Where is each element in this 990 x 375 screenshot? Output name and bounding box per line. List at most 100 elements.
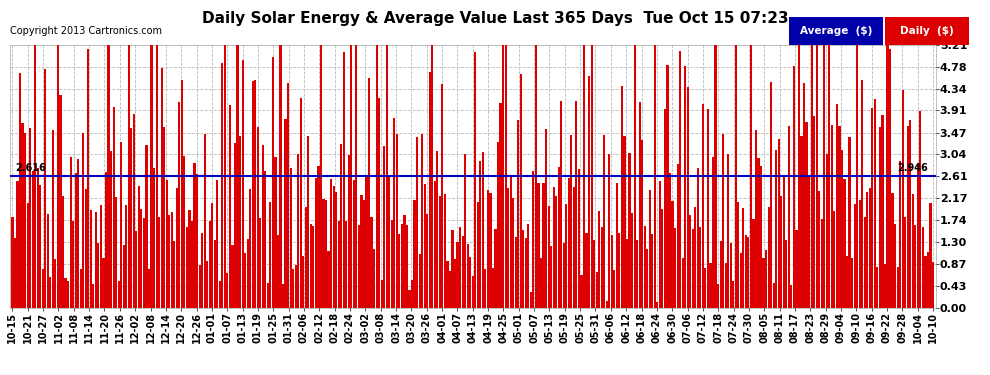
Bar	[269, 202, 271, 308]
Bar	[897, 267, 899, 308]
Bar	[720, 242, 722, 308]
Bar	[403, 214, 406, 308]
Bar	[818, 191, 821, 308]
Bar	[642, 140, 644, 308]
Bar	[150, 45, 152, 308]
Bar	[715, 45, 717, 308]
Bar	[442, 84, 444, 308]
Bar	[459, 227, 461, 308]
Bar	[163, 126, 165, 308]
Bar	[378, 98, 380, 308]
Bar	[651, 234, 653, 308]
Bar	[214, 240, 216, 308]
Bar	[909, 120, 912, 308]
Bar	[752, 219, 754, 308]
Bar	[411, 280, 413, 308]
Bar	[216, 180, 219, 308]
Bar	[699, 227, 702, 308]
Bar	[601, 227, 603, 308]
Bar	[386, 45, 388, 308]
Bar	[292, 269, 294, 308]
Bar	[51, 130, 54, 308]
Bar	[59, 95, 61, 308]
Bar	[47, 214, 49, 308]
Bar	[593, 240, 595, 308]
Bar	[284, 119, 287, 308]
Bar	[658, 181, 661, 308]
Bar	[434, 181, 436, 308]
Bar	[704, 268, 707, 308]
Bar	[168, 215, 170, 308]
Bar	[350, 45, 352, 308]
Bar	[687, 87, 689, 308]
Bar	[388, 176, 390, 308]
Bar	[209, 220, 211, 308]
Bar	[653, 45, 656, 308]
Bar	[42, 269, 44, 308]
Bar	[148, 269, 150, 308]
Bar	[11, 217, 14, 308]
Bar	[644, 226, 645, 308]
Bar	[256, 127, 258, 308]
Bar	[843, 179, 845, 308]
Bar	[681, 258, 684, 308]
Bar	[765, 251, 767, 308]
Bar	[886, 45, 889, 308]
Bar	[528, 224, 530, 308]
Bar	[128, 45, 130, 308]
Bar	[567, 178, 570, 308]
Bar	[244, 253, 247, 308]
Bar	[500, 103, 502, 308]
Bar	[876, 267, 878, 308]
Bar	[717, 284, 719, 308]
Bar	[72, 221, 74, 308]
Bar	[341, 144, 343, 308]
Bar	[237, 45, 239, 308]
Bar	[158, 217, 160, 308]
Bar	[133, 114, 135, 308]
Bar	[305, 207, 307, 308]
Bar	[446, 261, 448, 308]
Bar	[861, 80, 863, 308]
Bar	[320, 45, 322, 308]
Bar	[621, 86, 623, 308]
Bar	[469, 257, 471, 307]
Bar	[523, 230, 525, 308]
Bar	[904, 217, 906, 308]
Bar	[325, 200, 327, 308]
Bar	[17, 181, 19, 308]
Bar	[74, 172, 77, 308]
Bar	[123, 245, 125, 308]
Bar	[90, 210, 92, 308]
Bar	[312, 226, 315, 308]
Bar	[300, 99, 302, 308]
Bar	[624, 136, 626, 308]
Bar	[181, 80, 183, 308]
Bar	[219, 281, 221, 308]
Bar	[234, 143, 236, 308]
Bar	[439, 196, 441, 308]
Bar	[289, 168, 292, 308]
Bar	[879, 127, 881, 308]
Bar	[694, 207, 696, 308]
Bar	[432, 45, 434, 308]
Bar	[689, 215, 691, 308]
Bar	[424, 184, 426, 308]
Bar	[239, 136, 242, 308]
Bar	[891, 193, 894, 308]
Bar	[570, 135, 572, 308]
Bar	[846, 256, 848, 307]
Bar	[555, 196, 557, 308]
Bar	[178, 102, 180, 308]
Bar	[40, 185, 42, 308]
Bar	[110, 151, 112, 308]
Bar	[580, 276, 582, 308]
Bar	[79, 269, 82, 308]
Bar	[27, 202, 29, 308]
Bar	[922, 226, 924, 308]
Bar	[206, 261, 208, 308]
Bar	[277, 236, 279, 308]
Bar	[629, 153, 631, 308]
Bar	[487, 190, 489, 308]
Bar	[829, 45, 831, 308]
